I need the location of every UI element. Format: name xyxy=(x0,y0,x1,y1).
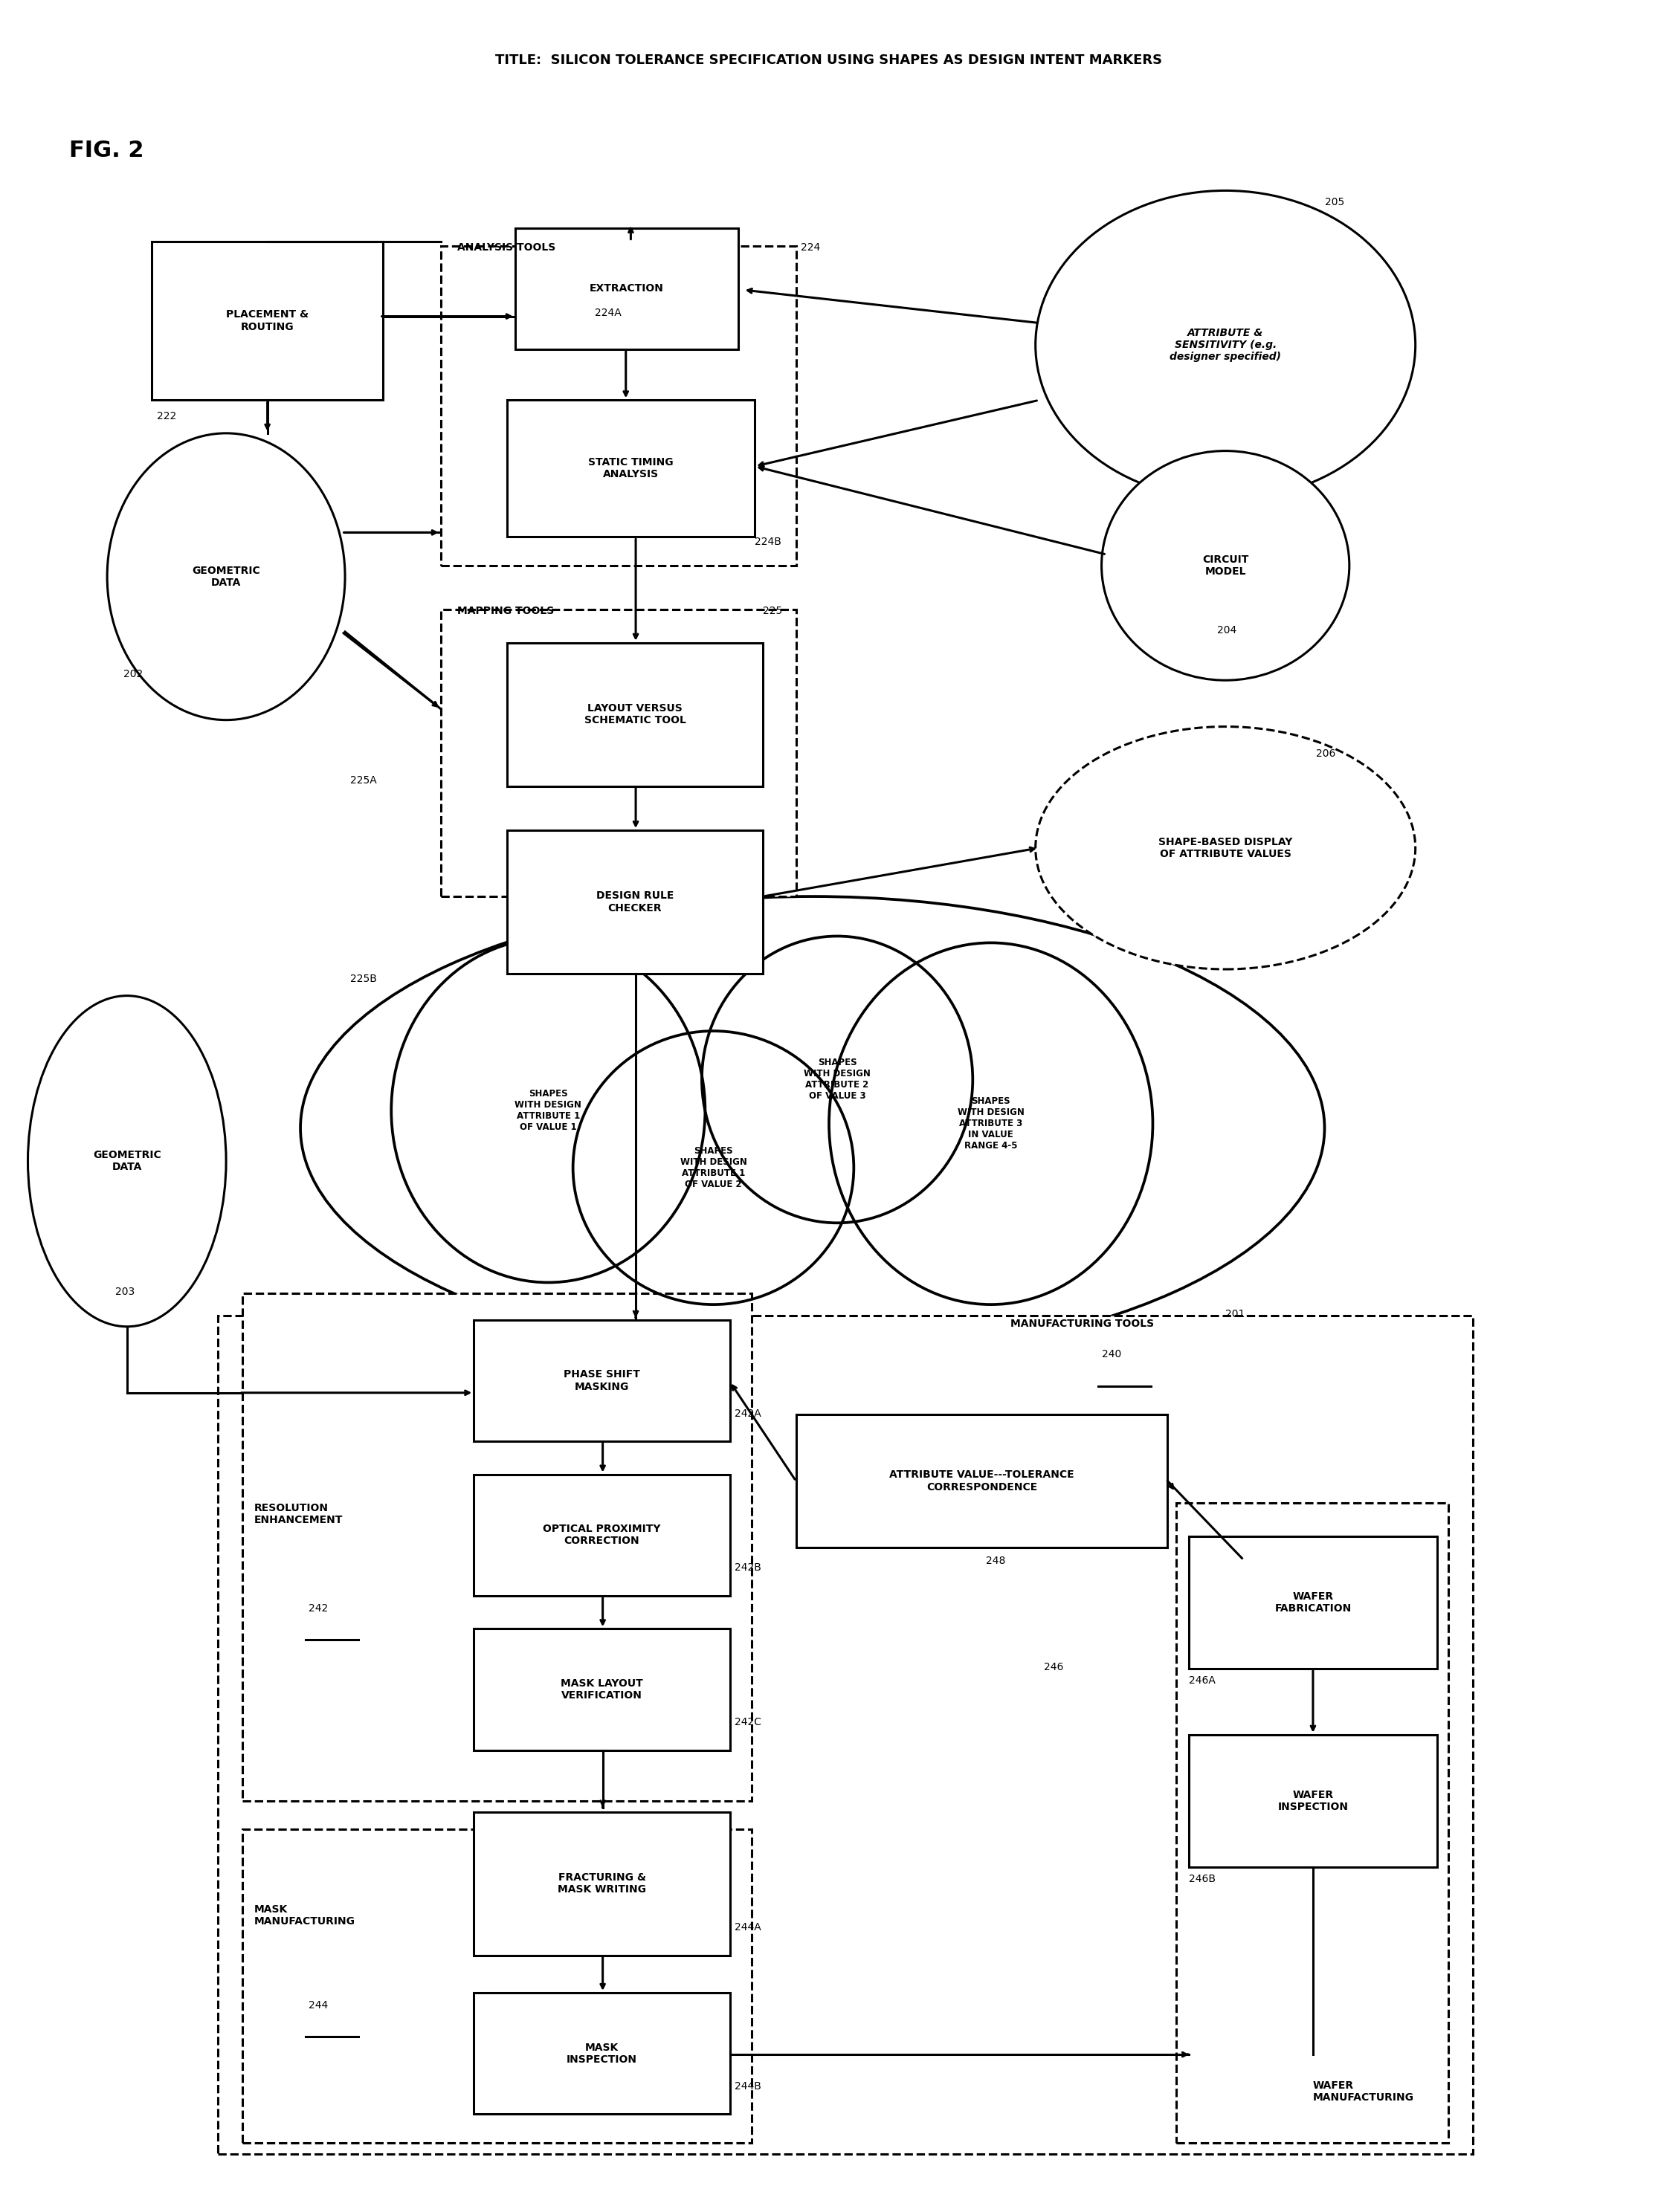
FancyBboxPatch shape xyxy=(242,1294,751,1801)
FancyBboxPatch shape xyxy=(474,1475,730,1595)
FancyBboxPatch shape xyxy=(1189,1734,1437,1867)
Text: ATTRIBUTE VALUE---TOLERANCE
CORRESPONDENCE: ATTRIBUTE VALUE---TOLERANCE CORRESPONDEN… xyxy=(889,1469,1074,1493)
Text: SHAPE-BASED DISPLAY
OF ATTRIBUTE VALUES: SHAPE-BASED DISPLAY OF ATTRIBUTE VALUES xyxy=(1159,836,1293,858)
Text: EXTRACTION: EXTRACTION xyxy=(590,283,663,294)
Text: 240: 240 xyxy=(1101,1349,1121,1360)
Ellipse shape xyxy=(1036,726,1416,969)
Ellipse shape xyxy=(1101,451,1350,681)
Text: 225B: 225B xyxy=(350,973,376,984)
FancyBboxPatch shape xyxy=(217,1316,1474,2154)
Text: OPTICAL PROXIMITY
CORRECTION: OPTICAL PROXIMITY CORRECTION xyxy=(542,1524,662,1546)
FancyBboxPatch shape xyxy=(1189,1535,1437,1668)
Text: RESOLUTION
ENHANCEMENT: RESOLUTION ENHANCEMENT xyxy=(254,1502,343,1524)
Text: 202: 202 xyxy=(124,670,143,679)
Text: LAYOUT VERSUS
SCHEMATIC TOOL: LAYOUT VERSUS SCHEMATIC TOOL xyxy=(584,703,686,726)
FancyBboxPatch shape xyxy=(1176,1502,1449,2143)
FancyBboxPatch shape xyxy=(474,1993,730,2115)
Text: GEOMETRIC
DATA: GEOMETRIC DATA xyxy=(192,566,260,588)
Text: MASK LAYOUT
VERIFICATION: MASK LAYOUT VERIFICATION xyxy=(560,1679,643,1701)
Text: 246A: 246A xyxy=(1189,1674,1215,1686)
FancyBboxPatch shape xyxy=(441,246,796,566)
FancyBboxPatch shape xyxy=(516,228,738,349)
Text: ANALYSIS TOOLS: ANALYSIS TOOLS xyxy=(458,241,555,252)
Text: SHAPES
WITH DESIGN
ATTRIBUTE 3
IN VALUE
RANGE 4-5: SHAPES WITH DESIGN ATTRIBUTE 3 IN VALUE … xyxy=(957,1097,1025,1150)
Text: 225: 225 xyxy=(763,606,783,617)
Text: MASK
INSPECTION: MASK INSPECTION xyxy=(567,2042,637,2064)
Text: 242: 242 xyxy=(308,1604,328,1613)
Text: DESIGN RULE
CHECKER: DESIGN RULE CHECKER xyxy=(597,891,673,914)
Text: 242A: 242A xyxy=(734,1409,761,1418)
Text: 204: 204 xyxy=(1217,626,1237,635)
Text: FIG. 2: FIG. 2 xyxy=(70,139,144,161)
Text: PHASE SHIFT
MASKING: PHASE SHIFT MASKING xyxy=(564,1369,640,1391)
Ellipse shape xyxy=(28,995,225,1327)
Text: 246B: 246B xyxy=(1189,1874,1215,1885)
Text: 246: 246 xyxy=(1045,1661,1063,1672)
Text: 224A: 224A xyxy=(595,307,622,319)
Text: 244: 244 xyxy=(308,2000,328,2011)
Text: 203: 203 xyxy=(116,1287,134,1296)
Text: SHAPES
WITH DESIGN
ATTRIBUTE 1
OF VALUE 1: SHAPES WITH DESIGN ATTRIBUTE 1 OF VALUE … xyxy=(514,1088,582,1133)
FancyBboxPatch shape xyxy=(153,241,383,400)
Text: GEOMETRIC
DATA: GEOMETRIC DATA xyxy=(93,1150,161,1172)
Text: 244A: 244A xyxy=(734,1922,761,1933)
Ellipse shape xyxy=(108,434,345,719)
Text: FRACTURING &
MASK WRITING: FRACTURING & MASK WRITING xyxy=(557,1871,647,1896)
FancyBboxPatch shape xyxy=(507,400,754,538)
Text: MANUFACTURING TOOLS: MANUFACTURING TOOLS xyxy=(1011,1318,1154,1329)
Text: SHAPES
WITH DESIGN
ATTRIBUTE 1
OF VALUE 2: SHAPES WITH DESIGN ATTRIBUTE 1 OF VALUE … xyxy=(680,1146,746,1190)
Text: 206: 206 xyxy=(1316,748,1336,759)
Text: 205: 205 xyxy=(1325,197,1345,208)
Text: 224: 224 xyxy=(801,241,821,252)
Text: 242C: 242C xyxy=(734,1717,761,1728)
FancyBboxPatch shape xyxy=(474,1812,730,1955)
FancyBboxPatch shape xyxy=(796,1416,1167,1546)
Text: MASK
MANUFACTURING: MASK MANUFACTURING xyxy=(254,1905,355,1927)
Ellipse shape xyxy=(300,896,1325,1360)
Text: WAFER
INSPECTION: WAFER INSPECTION xyxy=(1278,1790,1348,1812)
Text: CIRCUIT
MODEL: CIRCUIT MODEL xyxy=(1202,555,1248,577)
Text: 244B: 244B xyxy=(734,2081,761,2090)
Text: TITLE:  SILICON TOLERANCE SPECIFICATION USING SHAPES AS DESIGN INTENT MARKERS: TITLE: SILICON TOLERANCE SPECIFICATION U… xyxy=(496,53,1162,66)
FancyBboxPatch shape xyxy=(507,644,763,785)
Text: 242B: 242B xyxy=(734,1562,761,1573)
Text: ATTRIBUTE &
SENSITIVITY (e.g.
designer specified): ATTRIBUTE & SENSITIVITY (e.g. designer s… xyxy=(1169,327,1282,363)
FancyBboxPatch shape xyxy=(474,1321,730,1442)
Text: STATIC TIMING
ANALYSIS: STATIC TIMING ANALYSIS xyxy=(589,458,673,480)
FancyBboxPatch shape xyxy=(242,1829,751,2143)
Text: 225A: 225A xyxy=(350,774,376,785)
Ellipse shape xyxy=(1036,190,1416,500)
Text: WAFER
FABRICATION: WAFER FABRICATION xyxy=(1275,1590,1351,1613)
Text: PLACEMENT &
ROUTING: PLACEMENT & ROUTING xyxy=(225,310,308,332)
Text: 201: 201 xyxy=(1225,1310,1245,1318)
Text: 222: 222 xyxy=(158,411,176,422)
Text: MAPPING TOOLS: MAPPING TOOLS xyxy=(458,606,554,617)
Text: WAFER
MANUFACTURING: WAFER MANUFACTURING xyxy=(1313,2081,1414,2104)
FancyBboxPatch shape xyxy=(507,830,763,973)
FancyBboxPatch shape xyxy=(474,1628,730,1750)
Text: 224B: 224B xyxy=(754,538,781,546)
FancyBboxPatch shape xyxy=(441,611,796,896)
Text: SHAPES
WITH DESIGN
ATTRIBUTE 2
OF VALUE 3: SHAPES WITH DESIGN ATTRIBUTE 2 OF VALUE … xyxy=(804,1057,870,1102)
Text: 248: 248 xyxy=(987,1555,1005,1566)
